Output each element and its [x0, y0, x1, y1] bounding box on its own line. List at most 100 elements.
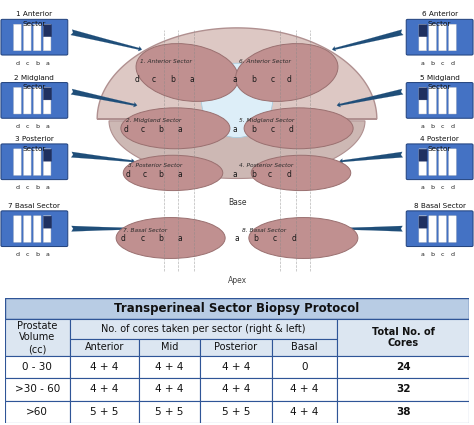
- Ellipse shape: [121, 108, 230, 149]
- FancyBboxPatch shape: [439, 216, 447, 242]
- Text: b: b: [251, 76, 256, 85]
- FancyBboxPatch shape: [5, 378, 70, 400]
- Text: b: b: [35, 124, 39, 129]
- Text: a: a: [232, 76, 237, 85]
- FancyBboxPatch shape: [406, 82, 473, 118]
- Ellipse shape: [136, 44, 238, 102]
- FancyBboxPatch shape: [44, 24, 51, 51]
- Polygon shape: [97, 28, 377, 121]
- Text: 5. Midgland Sector: 5. Midgland Sector: [239, 118, 295, 123]
- Text: Basal: Basal: [291, 342, 318, 352]
- FancyBboxPatch shape: [70, 319, 337, 339]
- Text: 24: 24: [396, 362, 410, 372]
- FancyBboxPatch shape: [429, 88, 437, 114]
- Text: 32: 32: [396, 384, 410, 394]
- FancyBboxPatch shape: [429, 149, 437, 176]
- Text: 7. Basal Sector: 7. Basal Sector: [123, 228, 167, 233]
- Text: c: c: [271, 125, 274, 134]
- FancyBboxPatch shape: [419, 149, 427, 176]
- Text: Sector: Sector: [23, 85, 46, 91]
- Text: d: d: [450, 185, 455, 190]
- Text: c: c: [441, 124, 444, 129]
- FancyBboxPatch shape: [406, 20, 473, 55]
- Text: 5 + 5: 5 + 5: [91, 407, 119, 416]
- Text: b: b: [430, 185, 435, 190]
- FancyBboxPatch shape: [14, 216, 21, 242]
- FancyBboxPatch shape: [5, 298, 469, 319]
- Text: 5 + 5: 5 + 5: [222, 407, 250, 416]
- FancyBboxPatch shape: [14, 149, 21, 176]
- Text: No. of cores taken per sector (right & left): No. of cores taken per sector (right & l…: [101, 324, 306, 334]
- Text: 38: 38: [396, 407, 410, 416]
- Text: a: a: [190, 76, 194, 85]
- Text: d: d: [123, 125, 128, 134]
- Text: d: d: [16, 185, 19, 190]
- Text: a: a: [178, 170, 182, 178]
- Ellipse shape: [236, 44, 338, 102]
- FancyBboxPatch shape: [44, 88, 51, 114]
- FancyBboxPatch shape: [419, 216, 427, 228]
- Ellipse shape: [244, 108, 353, 149]
- FancyBboxPatch shape: [14, 88, 21, 114]
- Text: d: d: [126, 170, 130, 178]
- Text: 8. Basal Sector: 8. Basal Sector: [242, 228, 286, 233]
- Ellipse shape: [116, 218, 225, 258]
- Text: c: c: [441, 185, 444, 190]
- Text: d: d: [450, 252, 455, 257]
- FancyBboxPatch shape: [34, 24, 41, 51]
- FancyBboxPatch shape: [337, 400, 469, 423]
- Text: Apex: Apex: [228, 276, 246, 285]
- FancyBboxPatch shape: [200, 378, 272, 400]
- FancyBboxPatch shape: [14, 24, 21, 51]
- Text: 4 + 4: 4 + 4: [91, 362, 119, 372]
- FancyBboxPatch shape: [24, 216, 31, 242]
- FancyBboxPatch shape: [44, 25, 52, 37]
- Text: b: b: [430, 124, 435, 129]
- Text: a: a: [45, 61, 49, 65]
- Text: a: a: [421, 61, 425, 65]
- FancyBboxPatch shape: [419, 149, 427, 161]
- FancyBboxPatch shape: [406, 211, 473, 246]
- FancyBboxPatch shape: [139, 339, 200, 356]
- Text: Base: Base: [228, 198, 246, 207]
- Text: Prostate
Volume
(cc): Prostate Volume (cc): [17, 321, 57, 354]
- Text: Anterior: Anterior: [85, 342, 124, 352]
- FancyBboxPatch shape: [449, 149, 456, 176]
- Text: a: a: [421, 185, 425, 190]
- Text: a: a: [45, 185, 49, 190]
- Text: 6. Anterior Sector: 6. Anterior Sector: [239, 59, 291, 64]
- Ellipse shape: [251, 155, 351, 190]
- FancyBboxPatch shape: [44, 149, 52, 161]
- Polygon shape: [109, 121, 365, 178]
- Text: 5 + 5: 5 + 5: [155, 407, 184, 416]
- Text: c: c: [268, 170, 272, 178]
- Text: c: c: [271, 76, 274, 85]
- Text: c: c: [441, 252, 444, 257]
- Text: c: c: [26, 61, 29, 65]
- FancyBboxPatch shape: [44, 149, 51, 176]
- FancyBboxPatch shape: [5, 356, 70, 378]
- FancyBboxPatch shape: [70, 339, 139, 356]
- Text: b: b: [159, 125, 164, 134]
- FancyBboxPatch shape: [337, 356, 469, 378]
- FancyBboxPatch shape: [24, 88, 31, 114]
- Text: 4 + 4: 4 + 4: [222, 362, 250, 372]
- FancyBboxPatch shape: [272, 356, 337, 378]
- Text: 1. Anterior Sector: 1. Anterior Sector: [140, 59, 191, 64]
- Text: d: d: [121, 234, 126, 243]
- Text: b: b: [159, 170, 164, 178]
- Text: 4 + 4: 4 + 4: [91, 384, 119, 394]
- Text: 2. Midgland Sector: 2. Midgland Sector: [126, 118, 181, 123]
- Text: 0 - 30: 0 - 30: [22, 362, 52, 372]
- Text: 3 Posterior: 3 Posterior: [15, 136, 54, 142]
- Text: c: c: [26, 185, 29, 190]
- FancyBboxPatch shape: [449, 24, 456, 51]
- Text: a: a: [421, 124, 425, 129]
- Text: c: c: [140, 234, 144, 243]
- Text: b: b: [159, 234, 164, 243]
- Text: 4 + 4: 4 + 4: [155, 362, 184, 372]
- Text: c: c: [143, 170, 146, 178]
- FancyBboxPatch shape: [1, 211, 68, 246]
- Text: Mid: Mid: [161, 342, 178, 352]
- FancyBboxPatch shape: [24, 24, 31, 51]
